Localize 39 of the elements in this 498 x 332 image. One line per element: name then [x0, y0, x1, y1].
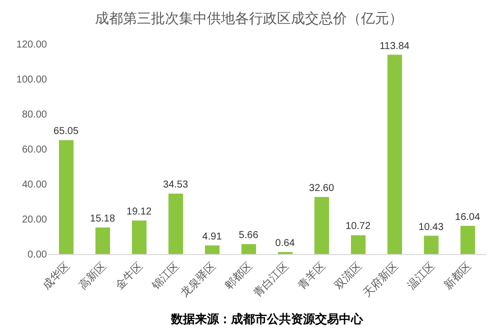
y-tick-label: 100.00: [16, 74, 48, 86]
y-tick-label: 0.00: [28, 250, 48, 260]
y-tick-label: 80.00: [22, 110, 48, 120]
data-label: 10.72: [346, 221, 371, 232]
data-label: 34.53: [163, 180, 188, 191]
bar: [460, 226, 476, 254]
x-tick-label: 青羊区: [295, 260, 328, 292]
bar: [58, 140, 74, 254]
x-tick-label: 成华区: [40, 260, 72, 292]
bar: [95, 227, 110, 254]
data-label: 4.91: [202, 231, 222, 242]
data-label: 15.18: [90, 213, 116, 224]
x-tick-label: 高新区: [76, 260, 109, 292]
data-label: 65.05: [54, 126, 79, 138]
data-label: 5.66: [238, 230, 259, 242]
y-tick-label: 120.00: [16, 40, 48, 50]
x-tick-label: 金牛区: [112, 260, 146, 292]
bar: [132, 220, 147, 254]
data-label: 19.12: [126, 206, 152, 218]
data-label: 32.60: [309, 182, 334, 194]
x-tick-label: 新都区: [441, 260, 474, 292]
bar: [168, 194, 184, 254]
data-label: 113.84: [380, 40, 410, 52]
bar: [387, 54, 402, 254]
source-note: 数据来源：成都市公共资源交易中心: [170, 312, 364, 326]
bar: [424, 236, 439, 254]
y-tick-label: 20.00: [22, 214, 48, 226]
bar: [204, 245, 220, 254]
bar: [314, 196, 330, 254]
data-label: 10.43: [418, 222, 444, 233]
bar: [241, 244, 256, 254]
x-tick-label: 青白江区: [250, 260, 292, 300]
data-label: 0.64: [275, 238, 296, 249]
chart-title: 成都第三批次集中供地各行政区成交总价（亿元）: [95, 10, 403, 26]
y-tick-label: 60.00: [22, 144, 48, 156]
bar: [350, 235, 366, 254]
y-tick-label: 40.00: [22, 180, 48, 190]
x-tick-label: 温江区: [405, 260, 438, 292]
data-label: 16.04: [455, 212, 480, 223]
